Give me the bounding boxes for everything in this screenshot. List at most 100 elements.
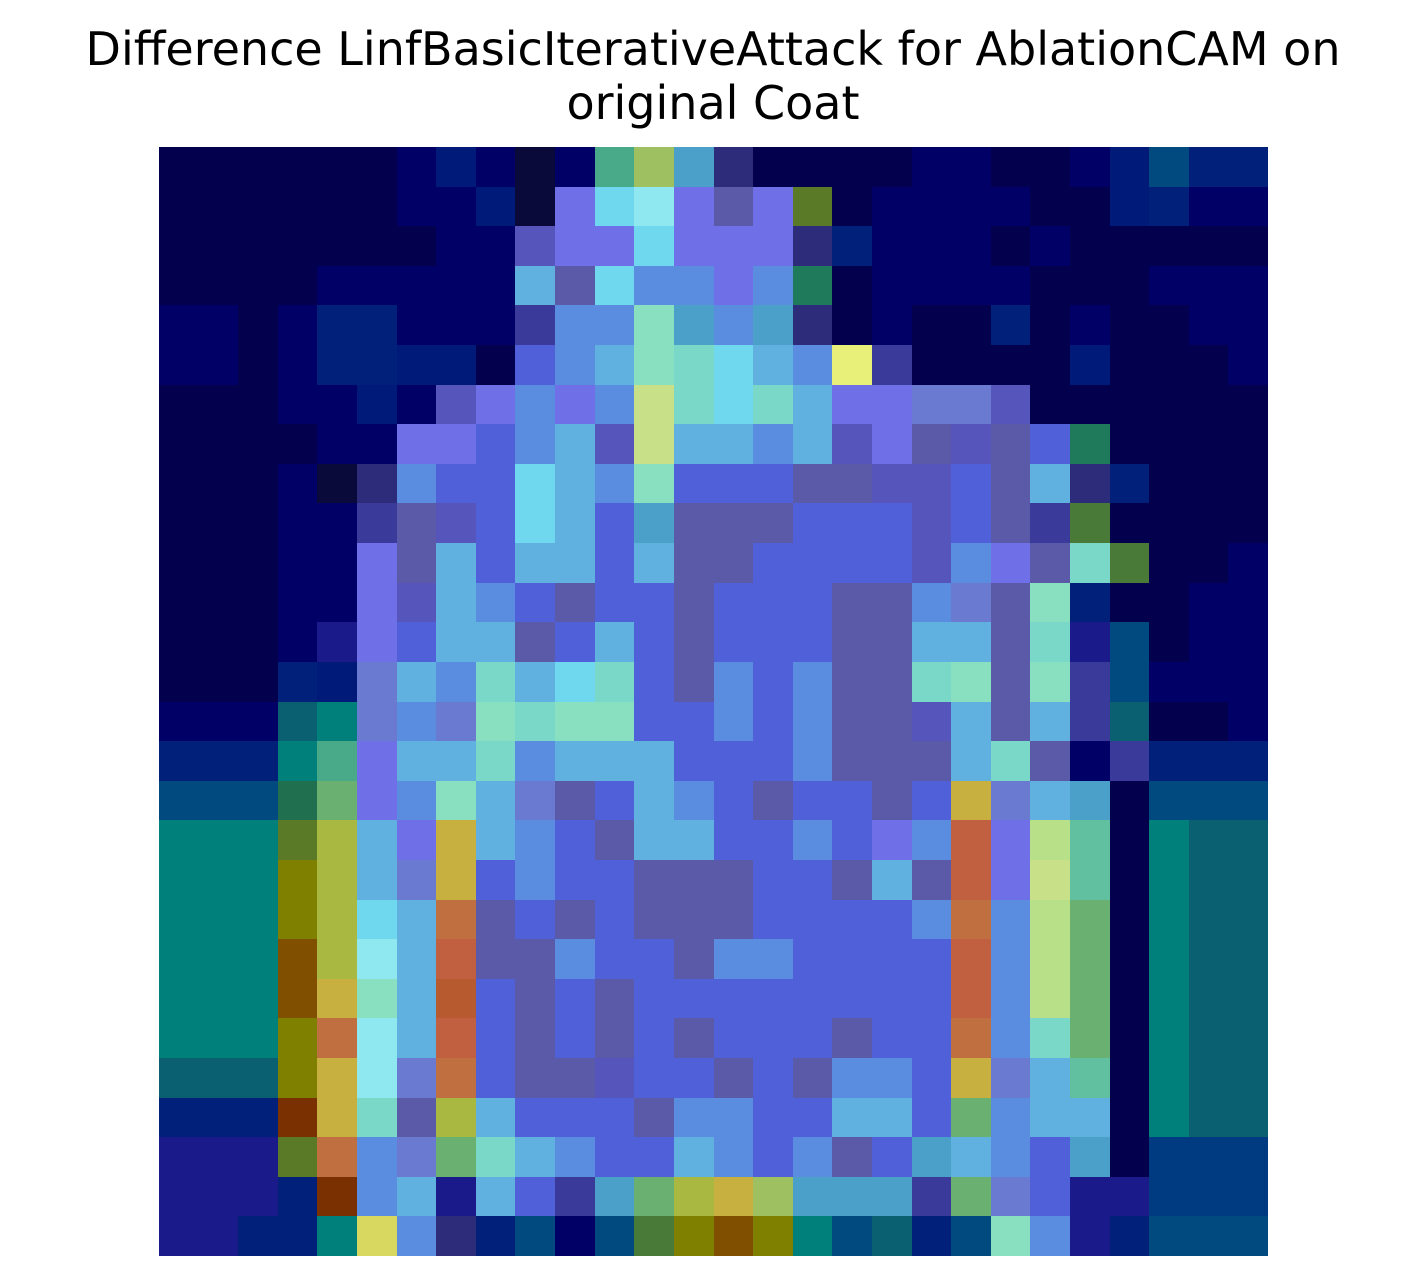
heatmap-cell	[753, 186, 793, 227]
heatmap-cell	[753, 1097, 793, 1138]
heatmap-cell	[159, 1216, 199, 1256]
heatmap-cell	[713, 226, 754, 266]
heatmap-cell	[1149, 147, 1189, 187]
heatmap-cell	[1109, 265, 1150, 306]
heatmap-cell	[634, 384, 674, 425]
heatmap-cell	[594, 265, 635, 306]
heatmap-cell	[1069, 859, 1110, 900]
heatmap-cell	[515, 939, 556, 979]
heatmap-cell	[792, 741, 833, 781]
heatmap-cell	[673, 147, 714, 187]
heatmap-cell	[317, 661, 358, 702]
heatmap-cell	[396, 1216, 437, 1256]
heatmap-cell	[198, 701, 239, 742]
heatmap-cell	[634, 978, 674, 1019]
heatmap-cell	[475, 1137, 516, 1177]
heatmap-cell	[1109, 384, 1150, 425]
heatmap-cell	[159, 1018, 199, 1058]
heatmap-cell	[594, 186, 635, 227]
heatmap-cell	[1228, 1097, 1268, 1138]
heatmap-cell	[515, 661, 556, 702]
heatmap-cell	[990, 1057, 1031, 1098]
heatmap-cell	[1069, 1137, 1110, 1177]
heatmap-cell	[753, 622, 793, 662]
heatmap-cell	[713, 186, 754, 227]
heatmap-cell	[634, 345, 674, 385]
heatmap-cell	[911, 820, 952, 860]
heatmap-cell	[515, 582, 556, 623]
heatmap-cell	[277, 780, 318, 821]
heatmap-cell	[594, 543, 635, 583]
heatmap-cell	[357, 582, 397, 623]
heatmap-cell	[1228, 226, 1268, 266]
heatmap-cell	[753, 859, 793, 900]
heatmap-cell	[317, 1018, 358, 1058]
heatmap-cell	[871, 147, 912, 187]
heatmap-cell	[871, 701, 912, 742]
heatmap-cell	[198, 1018, 239, 1058]
heatmap-cell	[1149, 899, 1189, 940]
heatmap-cell	[1149, 1097, 1189, 1138]
heatmap-cell	[1149, 424, 1189, 464]
heatmap-cell	[832, 543, 872, 583]
heatmap-cell	[436, 543, 476, 583]
heatmap-cell	[951, 780, 991, 821]
heatmap-cell	[317, 701, 358, 742]
heatmap-cell	[317, 345, 358, 385]
heatmap-cell	[753, 147, 793, 187]
heatmap-cell	[396, 741, 437, 781]
heatmap-cell	[1149, 820, 1189, 860]
heatmap-cell	[198, 305, 239, 346]
heatmap-cell	[396, 384, 437, 425]
heatmap-cell	[990, 1176, 1031, 1217]
heatmap-cell	[951, 226, 991, 266]
heatmap-cell	[396, 226, 437, 266]
heatmap-cell	[555, 899, 595, 940]
heatmap-cell	[832, 1057, 872, 1098]
heatmap-cell	[198, 226, 239, 266]
heatmap-cell	[594, 1097, 635, 1138]
heatmap-cell	[753, 1057, 793, 1098]
heatmap-cell	[1030, 859, 1070, 900]
heatmap-cell	[1188, 305, 1229, 346]
heatmap-cell	[1228, 503, 1268, 544]
heatmap-cell	[1069, 186, 1110, 227]
heatmap-cell	[238, 701, 278, 742]
heatmap-cell	[634, 147, 674, 187]
heatmap-cell	[238, 1057, 278, 1098]
heatmap-cell	[1109, 978, 1150, 1019]
heatmap-cell	[159, 463, 199, 504]
heatmap-cell	[396, 978, 437, 1019]
heatmap-cell	[277, 463, 318, 504]
heatmap-cell	[1069, 384, 1110, 425]
heatmap-cell	[832, 424, 872, 464]
heatmap-cell	[673, 1137, 714, 1177]
heatmap-cell	[792, 978, 833, 1019]
heatmap-cell	[832, 1137, 872, 1177]
heatmap-cell	[951, 147, 991, 187]
heatmap-cell	[159, 503, 199, 544]
heatmap-cell	[159, 661, 199, 702]
heatmap-cell	[634, 701, 674, 742]
heatmap-cell	[1188, 147, 1229, 187]
heatmap-cell	[673, 424, 714, 464]
heatmap-cell	[357, 701, 397, 742]
heatmap-cell	[238, 463, 278, 504]
heatmap-cell	[594, 780, 635, 821]
heatmap-cell	[317, 305, 358, 346]
heatmap-cell	[357, 899, 397, 940]
heatmap-cell	[1188, 780, 1229, 821]
heatmap-cell	[832, 1097, 872, 1138]
heatmap-cell	[713, 978, 754, 1019]
heatmap-cell	[475, 701, 516, 742]
heatmap-cell	[792, 1018, 833, 1058]
heatmap-cell	[832, 226, 872, 266]
heatmap-cell	[1030, 147, 1070, 187]
heatmap-cell	[792, 305, 833, 346]
heatmap-cell	[713, 424, 754, 464]
heatmap-cell	[396, 899, 437, 940]
heatmap-cell	[159, 978, 199, 1019]
heatmap-cell	[1109, 503, 1150, 544]
heatmap-cell	[238, 622, 278, 662]
heatmap-cell	[238, 305, 278, 346]
